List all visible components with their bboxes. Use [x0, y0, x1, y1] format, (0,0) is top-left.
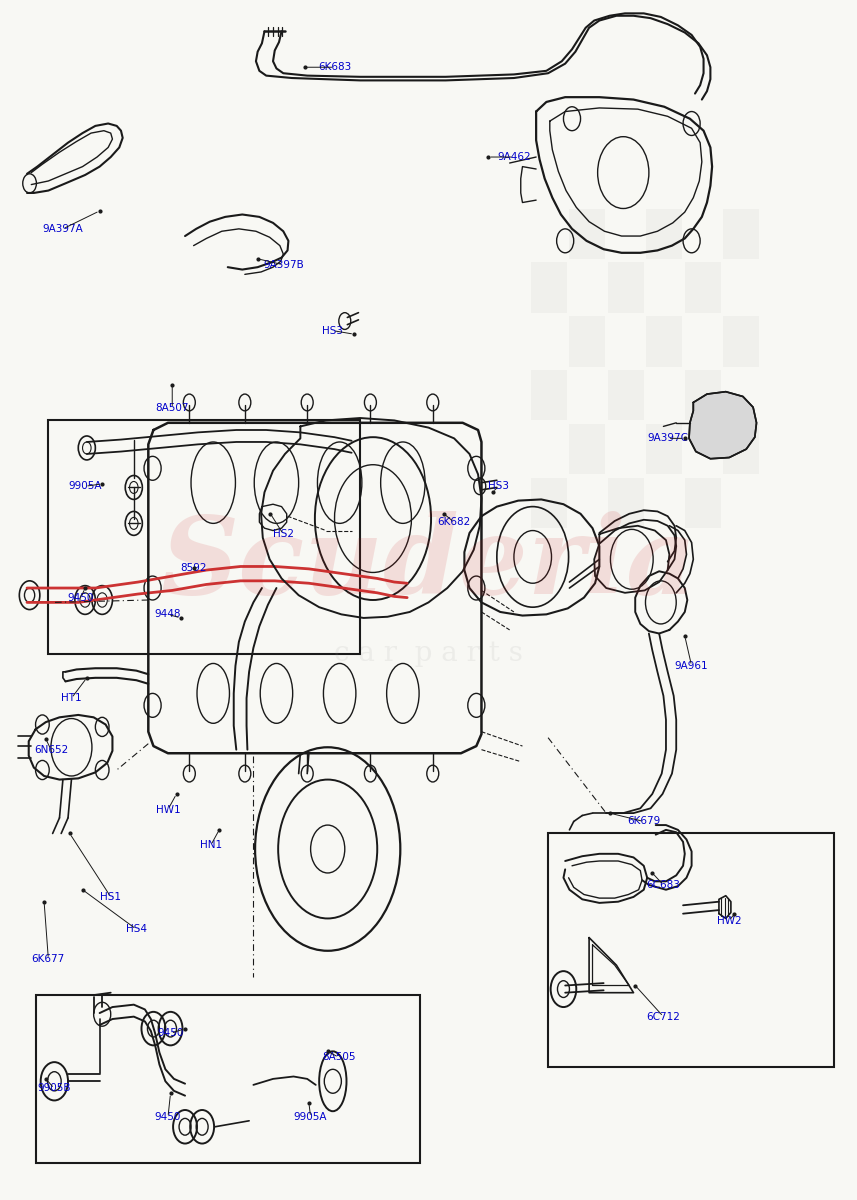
Bar	[685, 478, 721, 528]
Text: 9A397A: 9A397A	[43, 224, 83, 234]
Text: c a r  p a r t s: c a r p a r t s	[334, 641, 523, 667]
Bar	[646, 209, 682, 259]
Text: 8A505: 8A505	[322, 1052, 356, 1062]
Text: 9905A: 9905A	[294, 1112, 327, 1122]
Bar	[685, 263, 721, 313]
Bar	[548, 834, 834, 1067]
Text: HS1: HS1	[100, 892, 121, 902]
Bar	[569, 317, 605, 366]
Bar	[646, 424, 682, 474]
Bar	[723, 424, 759, 474]
Bar	[646, 317, 682, 366]
Text: 9A397B: 9A397B	[263, 259, 303, 270]
Bar	[608, 478, 644, 528]
Polygon shape	[689, 391, 757, 458]
Text: HT1: HT1	[61, 694, 81, 703]
Text: 9905A: 9905A	[69, 481, 102, 491]
Text: 6N652: 6N652	[33, 745, 68, 755]
Text: Scuderia: Scuderia	[160, 511, 697, 617]
Text: HW1: HW1	[156, 804, 180, 815]
Text: 9450: 9450	[155, 1112, 181, 1122]
Text: 9450: 9450	[68, 593, 94, 602]
Text: HS4: HS4	[126, 924, 147, 935]
Bar	[723, 209, 759, 259]
Bar	[531, 478, 566, 528]
Text: HS3: HS3	[322, 325, 344, 336]
Text: 6K682: 6K682	[438, 517, 470, 527]
Bar	[48, 420, 360, 654]
Text: 6K683: 6K683	[318, 62, 351, 72]
Text: HS2: HS2	[273, 529, 294, 539]
Bar	[35, 995, 420, 1163]
Text: 9448: 9448	[155, 610, 181, 619]
Text: HS3: HS3	[488, 481, 509, 491]
Bar	[685, 370, 721, 420]
Text: HW2: HW2	[716, 916, 741, 926]
Text: 9A961: 9A961	[674, 661, 709, 671]
Text: 9450: 9450	[158, 1028, 183, 1038]
Bar	[531, 370, 566, 420]
Bar	[608, 370, 644, 420]
Text: 6C683: 6C683	[646, 880, 680, 890]
Text: HN1: HN1	[200, 840, 222, 851]
Text: 8A507: 8A507	[155, 403, 189, 414]
Bar	[608, 263, 644, 313]
Text: 9A397C: 9A397C	[647, 433, 688, 443]
Bar	[569, 424, 605, 474]
Bar	[531, 263, 566, 313]
Text: 9A462: 9A462	[497, 152, 530, 162]
Text: 6K677: 6K677	[32, 954, 65, 964]
Text: 9905B: 9905B	[38, 1084, 71, 1093]
Text: 6C712: 6C712	[646, 1012, 680, 1021]
Text: 6K679: 6K679	[627, 816, 661, 827]
Bar	[569, 209, 605, 259]
Bar	[723, 317, 759, 366]
Text: 8592: 8592	[180, 563, 207, 572]
